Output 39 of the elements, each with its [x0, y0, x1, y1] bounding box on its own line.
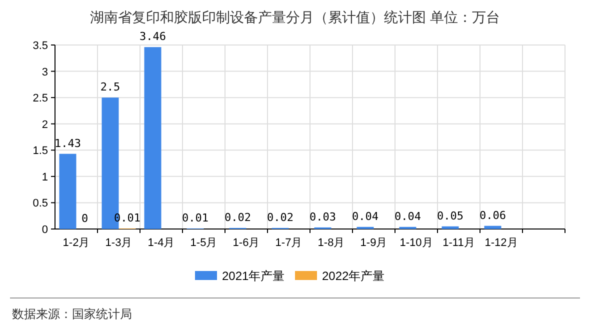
y-tick-label: 2.5: [32, 92, 48, 105]
data-label: 0.01: [182, 211, 208, 224]
x-tick-label: 1-10月: [400, 237, 433, 249]
y-tick-label: 1.5: [32, 145, 48, 158]
y-tick-label: 2: [42, 118, 48, 131]
bar: [484, 226, 502, 229]
data-label: 1.43: [54, 136, 81, 150]
y-tick-label: 1: [42, 171, 48, 184]
x-tick-label: 1-2月: [62, 237, 90, 249]
legend-label: 2022年产量: [322, 269, 385, 283]
data-label: 0: [81, 212, 88, 225]
x-tick-label: 1-4月: [148, 237, 175, 249]
data-label: 0.06: [480, 208, 506, 222]
data-label: 0.03: [310, 210, 336, 224]
bar: [442, 226, 459, 229]
x-tick-label: 1-9月: [360, 237, 388, 249]
x-tick-label: 1-3月: [105, 237, 132, 249]
x-tick-label: 1-11月: [442, 237, 475, 249]
bar: [59, 154, 76, 229]
x-tick-label: 1-6月: [232, 237, 260, 249]
y-tick-label: 3: [42, 66, 48, 78]
source-note: 数据来源：国家统计局: [12, 307, 132, 321]
data-label: 0.04: [352, 210, 379, 223]
data-label: 3.46: [140, 30, 166, 44]
data-label: 0.04: [394, 210, 422, 223]
x-tick-label: 1-12月: [484, 237, 518, 249]
y-tick-label: 3.5: [32, 40, 48, 52]
y-tick-label: 0: [42, 224, 48, 236]
data-label: 0.05: [437, 209, 464, 222]
y-tick-label: 0.5: [32, 198, 48, 210]
data-label: 2.5: [100, 80, 120, 94]
data-label: 0.02: [267, 210, 294, 224]
x-tick-label: 1-7月: [275, 237, 302, 249]
chart-title: 湖南省复印和胶版印制设备产量分月（累计值）统计图 单位：万台: [90, 9, 500, 25]
x-tick-label: 1-8月: [318, 237, 345, 249]
legend-label: 2021年产量: [222, 269, 285, 283]
x-tick-label: 1-5月: [190, 237, 218, 249]
data-label: 0.02: [224, 210, 251, 224]
bar: [144, 47, 162, 229]
